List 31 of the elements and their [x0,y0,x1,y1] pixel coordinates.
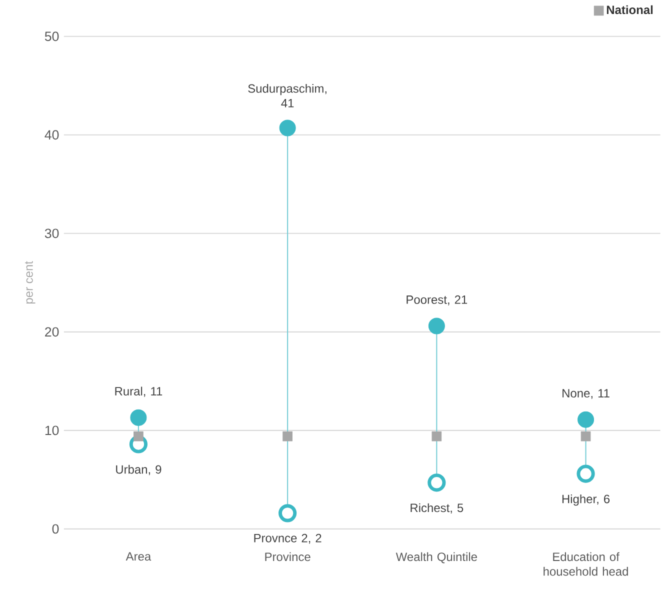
point [282,431,292,442]
point [278,504,297,522]
legend-label: National [606,5,653,14]
x-tick-label: Province [265,552,310,561]
point [580,431,591,442]
y-tick-label: 30 [44,228,59,238]
data-label: Rural, 11 [115,386,162,397]
data-label: Higher, 6 [562,494,610,506]
data-label: Sudurpaschim, 41 [248,84,326,108]
data-label: None, 11 [562,388,610,399]
point [576,464,595,483]
x-tick-label: Area [126,552,152,560]
y-axis-title: per cent [25,260,36,304]
y-tick-label: 40 [44,130,59,140]
data-label: Poorest, 21 [406,295,468,306]
data-label: Richest, 5 [410,503,464,514]
y-tick-label: 10 [45,425,59,435]
point [428,473,446,492]
y-tick-label: 20 [45,326,59,336]
point [130,409,147,426]
y-tick-label: 50 [44,31,59,41]
x-tick-label: Wealth Quintile [396,552,477,563]
y-tick-label: 0 [52,524,59,534]
point [134,431,144,442]
data-label: Urban, 9 [116,464,162,475]
x-tick-label: Education of household head [544,552,628,576]
point [279,119,296,136]
point [432,431,442,442]
point [428,318,445,334]
data-label: Provnce 2, 2 [254,534,322,544]
point [578,411,594,428]
